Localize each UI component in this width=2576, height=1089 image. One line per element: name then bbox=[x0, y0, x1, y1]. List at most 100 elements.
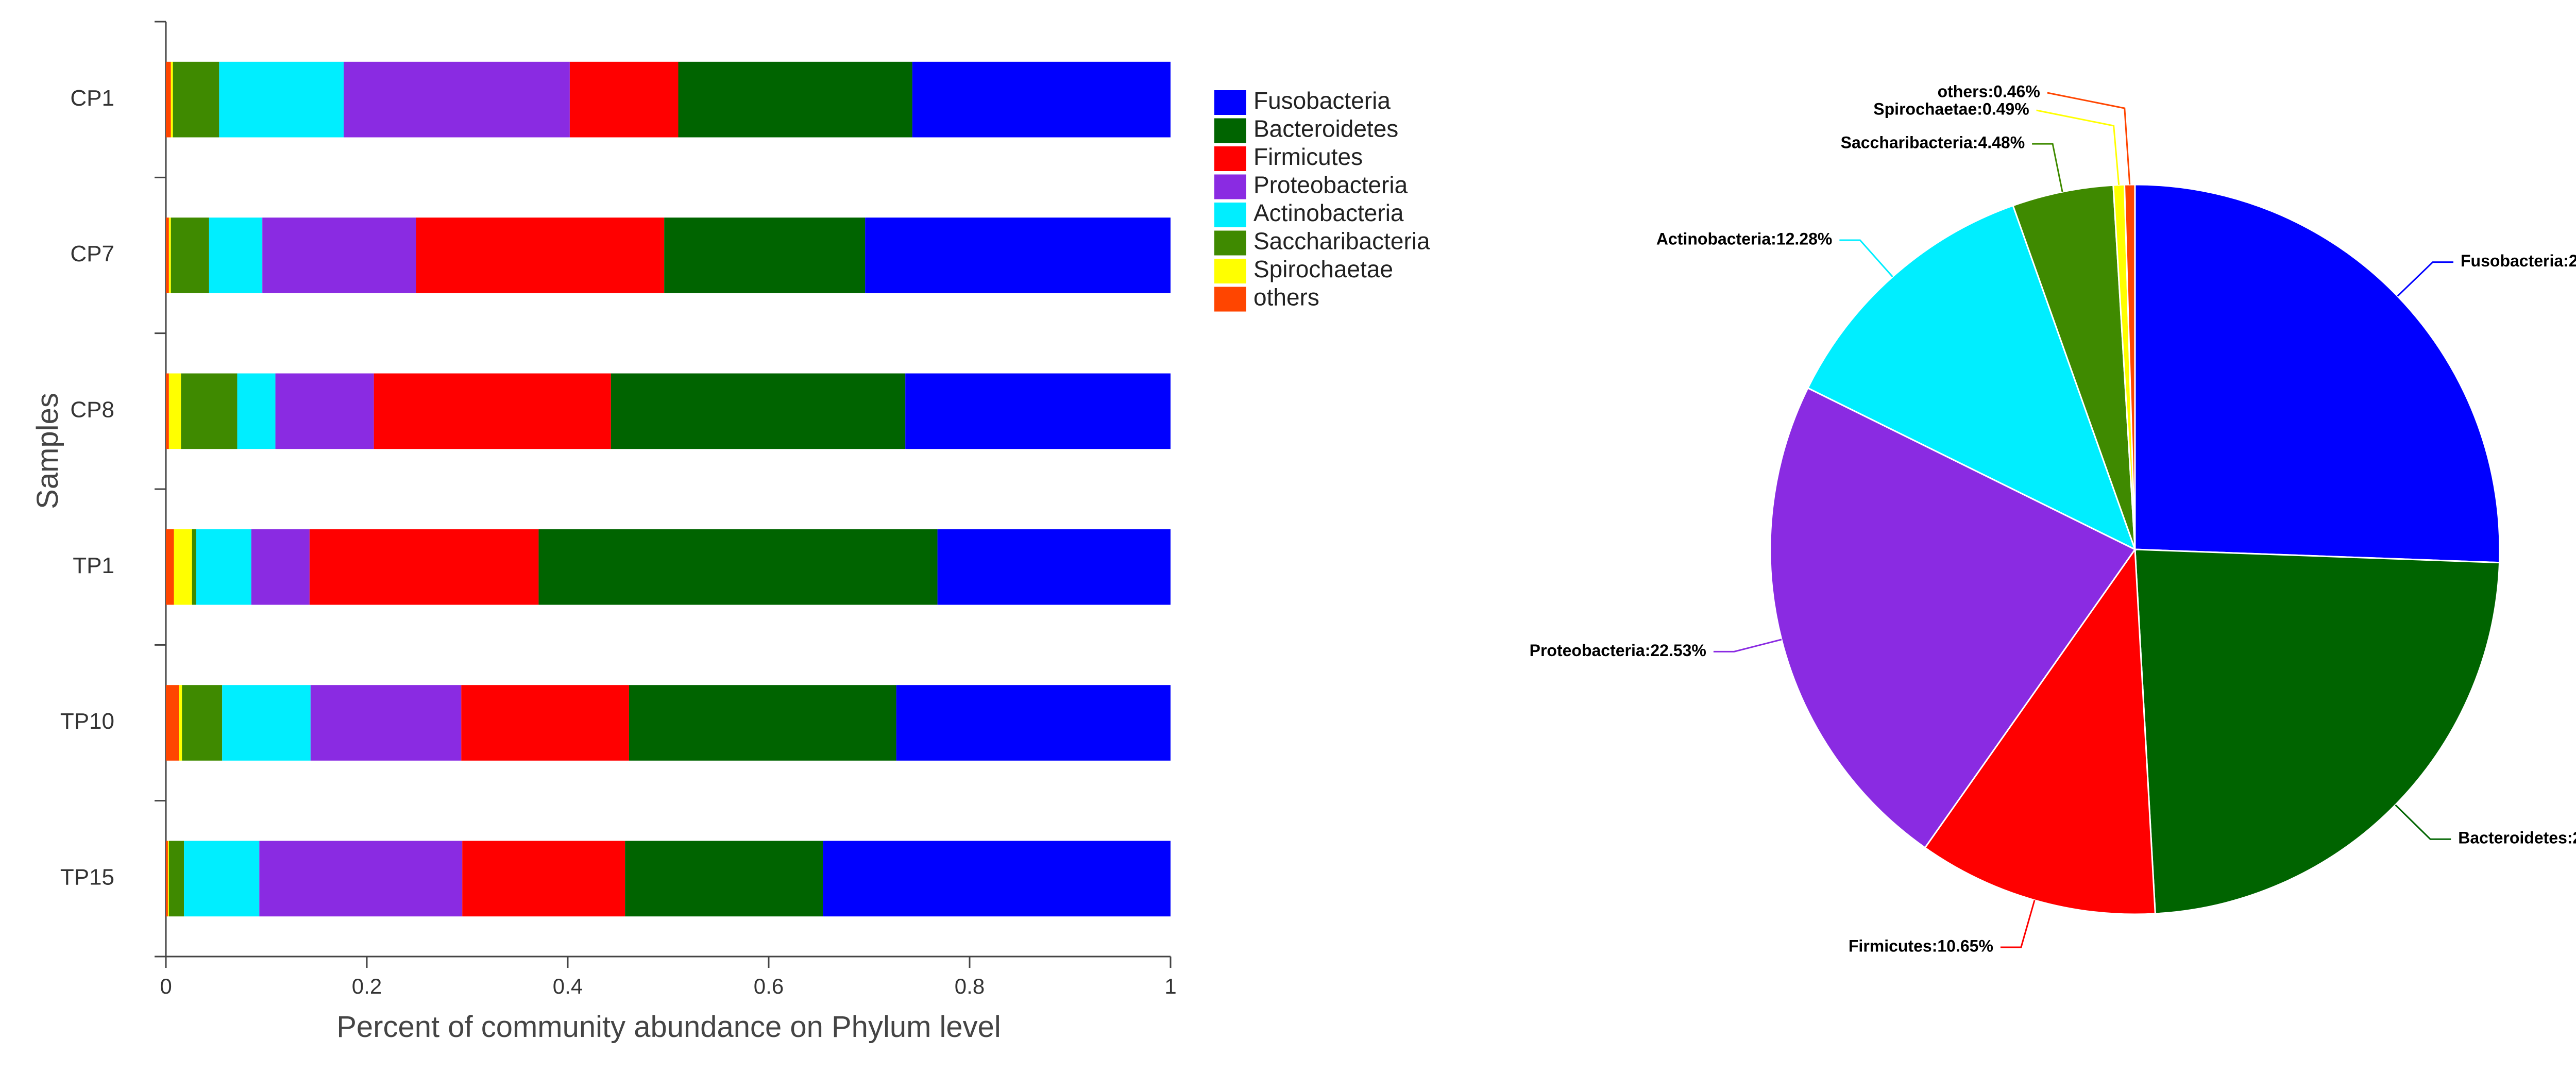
pie-label-firmicutes: Firmicutes:10.65% bbox=[1849, 936, 1993, 955]
bar-tp1-bacteroidetes bbox=[538, 529, 938, 605]
pie-slice-proteobacteria bbox=[1769, 387, 2137, 849]
bar-tp15-spirochaetae bbox=[167, 841, 169, 917]
bar-cp1-fusobacteria bbox=[912, 61, 1171, 138]
y-tick-label-tp15: TP15 bbox=[60, 864, 114, 890]
bar-tp15-actinobacteria bbox=[184, 841, 260, 917]
bar-cp1-saccharibacteria bbox=[173, 61, 219, 138]
x-tick-label-0-6: 0.6 bbox=[754, 974, 784, 998]
pie-label-proteobacteria: Proteobacteria:22.53% bbox=[1530, 641, 1706, 660]
bar-tp15-bacteroidetes bbox=[625, 841, 823, 917]
bar-tp15-proteobacteria bbox=[259, 841, 463, 917]
bar-cp8-actinobacteria bbox=[237, 373, 276, 449]
legend-label-others: others bbox=[1253, 284, 1319, 311]
legend-swatch-actinobacteria bbox=[1214, 203, 1246, 227]
pie-slice-actinobacteria bbox=[1807, 204, 2137, 551]
bar-cp1-spirochaetae bbox=[171, 61, 173, 138]
bar-tp15-firmicutes bbox=[462, 841, 625, 917]
bar-cp8-fusobacteria bbox=[905, 373, 1171, 449]
bar-cp7-proteobacteria bbox=[262, 217, 416, 293]
pie-slice-others bbox=[2123, 183, 2136, 550]
bar-cp7-firmicutes bbox=[416, 217, 665, 293]
bar-tp1-spirochaetae bbox=[174, 529, 192, 605]
x-tick-label-1: 1 bbox=[1164, 974, 1176, 998]
x-tick-label-0: 0 bbox=[160, 974, 172, 998]
pie-labels: Fusobacteria:25.58% Bacteroidetes:23.54% F… bbox=[1530, 82, 2576, 955]
bar-cp8-proteobacteria bbox=[275, 373, 374, 449]
bar-tp10-others bbox=[166, 685, 179, 761]
bar-chart-legend: FusobacteriaBacteroidetesFirmicutesProte… bbox=[1214, 87, 1430, 312]
pie-slice-fusobacteria bbox=[2134, 183, 2501, 564]
x-tick-label-0-8: 0.8 bbox=[955, 974, 985, 998]
x-tick-label-0-2: 0.2 bbox=[352, 974, 382, 998]
bar-cp8-others bbox=[166, 373, 169, 449]
pie-label-others: others:0.46% bbox=[1938, 82, 2040, 100]
pie-label-fusobacteria: Fusobacteria:25.58% bbox=[2461, 252, 2576, 270]
bar-tp1-actinobacteria bbox=[196, 529, 251, 605]
y-tick-label-cp1: CP1 bbox=[70, 86, 114, 111]
bar-cp1-firmicutes bbox=[569, 61, 679, 138]
pie-leader-actinobacteria bbox=[1839, 239, 1893, 277]
bar-tp10-fusobacteria bbox=[896, 685, 1171, 761]
bar-cp8-firmicutes bbox=[374, 373, 611, 449]
legend-swatch-fusobacteria bbox=[1214, 90, 1246, 115]
y-axis-title: Samples bbox=[31, 393, 64, 509]
legend-label-saccharibacteria: Saccharibacteria bbox=[1253, 228, 1430, 255]
legend-label-bacteroidetes: Bacteroidetes bbox=[1253, 115, 1398, 142]
legend-swatch-others bbox=[1214, 287, 1246, 312]
pie-slice-saccharibacteria bbox=[2012, 184, 2136, 550]
pie-slice-bacteroidetes bbox=[2134, 548, 2501, 915]
legend-label-spirochaetae: Spirochaetae bbox=[1253, 256, 1393, 282]
legend-swatch-proteobacteria bbox=[1214, 174, 1246, 199]
legend-label-actinobacteria: Actinobacteria bbox=[1253, 199, 1404, 226]
bar-cp1-others bbox=[166, 61, 171, 138]
y-tick-label-tp1: TP1 bbox=[73, 553, 114, 578]
bar-tp15-saccharibacteria bbox=[168, 841, 184, 917]
pie-label-saccharibacteria: Saccharibacteria:4.48% bbox=[1841, 133, 2025, 152]
legend-swatch-firmicutes bbox=[1214, 146, 1246, 171]
bar-tp15-fusobacteria bbox=[823, 841, 1171, 917]
pie-leader-bacteroidetes bbox=[2395, 804, 2451, 840]
bar-cp8-bacteroidetes bbox=[611, 373, 906, 449]
legend-swatch-saccharibacteria bbox=[1214, 230, 1246, 256]
pie-leader-firmicutes bbox=[2000, 900, 2036, 948]
pie-leader-saccharibacteria bbox=[2032, 143, 2063, 192]
bar-tp1-fusobacteria bbox=[937, 529, 1171, 605]
bar-cp7-others bbox=[166, 217, 169, 293]
y-tick-label-cp7: CP7 bbox=[70, 241, 114, 266]
bar-tp1-others bbox=[166, 529, 174, 605]
bar-chart-bars bbox=[166, 61, 1171, 917]
bar-tp1-saccharibacteria bbox=[192, 529, 196, 605]
bar-cp8-spirochaetae bbox=[168, 373, 181, 449]
pie-leader-others bbox=[2047, 92, 2131, 185]
pie-label-spirochaetae: Spirochaetae:0.49% bbox=[1873, 99, 2029, 118]
bar-cp1-proteobacteria bbox=[344, 61, 570, 138]
bar-tp10-bacteroidetes bbox=[629, 685, 896, 761]
legend-label-proteobacteria: Proteobacteria bbox=[1253, 172, 1408, 198]
y-tick-label-tp10: TP10 bbox=[60, 709, 114, 734]
bar-cp1-actinobacteria bbox=[219, 61, 344, 138]
x-axis-title: Percent of community abundance on Phylum… bbox=[336, 1010, 1001, 1044]
bar-cp7-actinobacteria bbox=[209, 217, 263, 293]
bar-cp7-spirochaetae bbox=[168, 217, 171, 293]
bar-tp10-actinobacteria bbox=[222, 685, 311, 761]
pie-leader-spirochaetae bbox=[2036, 109, 2120, 185]
legend-label-firmicutes: Firmicutes bbox=[1253, 143, 1363, 170]
legend-label-fusobacteria: Fusobacteria bbox=[1253, 87, 1391, 114]
bar-cp7-bacteroidetes bbox=[664, 217, 866, 293]
pie-label-bacteroidetes: Bacteroidetes:23.54% bbox=[2458, 829, 2576, 847]
pie-leader-proteobacteria bbox=[1713, 639, 1782, 652]
bar-tp10-proteobacteria bbox=[310, 685, 462, 761]
bar-cp8-saccharibacteria bbox=[181, 373, 238, 449]
legend-swatch-spirochaetae bbox=[1214, 259, 1246, 283]
legend-swatch-bacteroidetes bbox=[1214, 118, 1246, 143]
bar-tp10-spirochaetae bbox=[179, 685, 182, 761]
pie-slices bbox=[1769, 183, 2501, 915]
bar-chart-axes: CP1 CP7 CP8 TP1 TP10 TP15 0 0.2 0.4 0.6 0.8 1 bbox=[60, 21, 1177, 998]
y-tick-label-cp8: CP8 bbox=[70, 397, 114, 422]
bar-cp7-saccharibacteria bbox=[171, 217, 209, 293]
pie-label-actinobacteria: Actinobacteria:12.28% bbox=[1656, 229, 1832, 248]
bar-tp1-firmicutes bbox=[309, 529, 539, 605]
bar-tp10-firmicutes bbox=[461, 685, 629, 761]
pie-leader-fusobacteria bbox=[2397, 261, 2454, 297]
